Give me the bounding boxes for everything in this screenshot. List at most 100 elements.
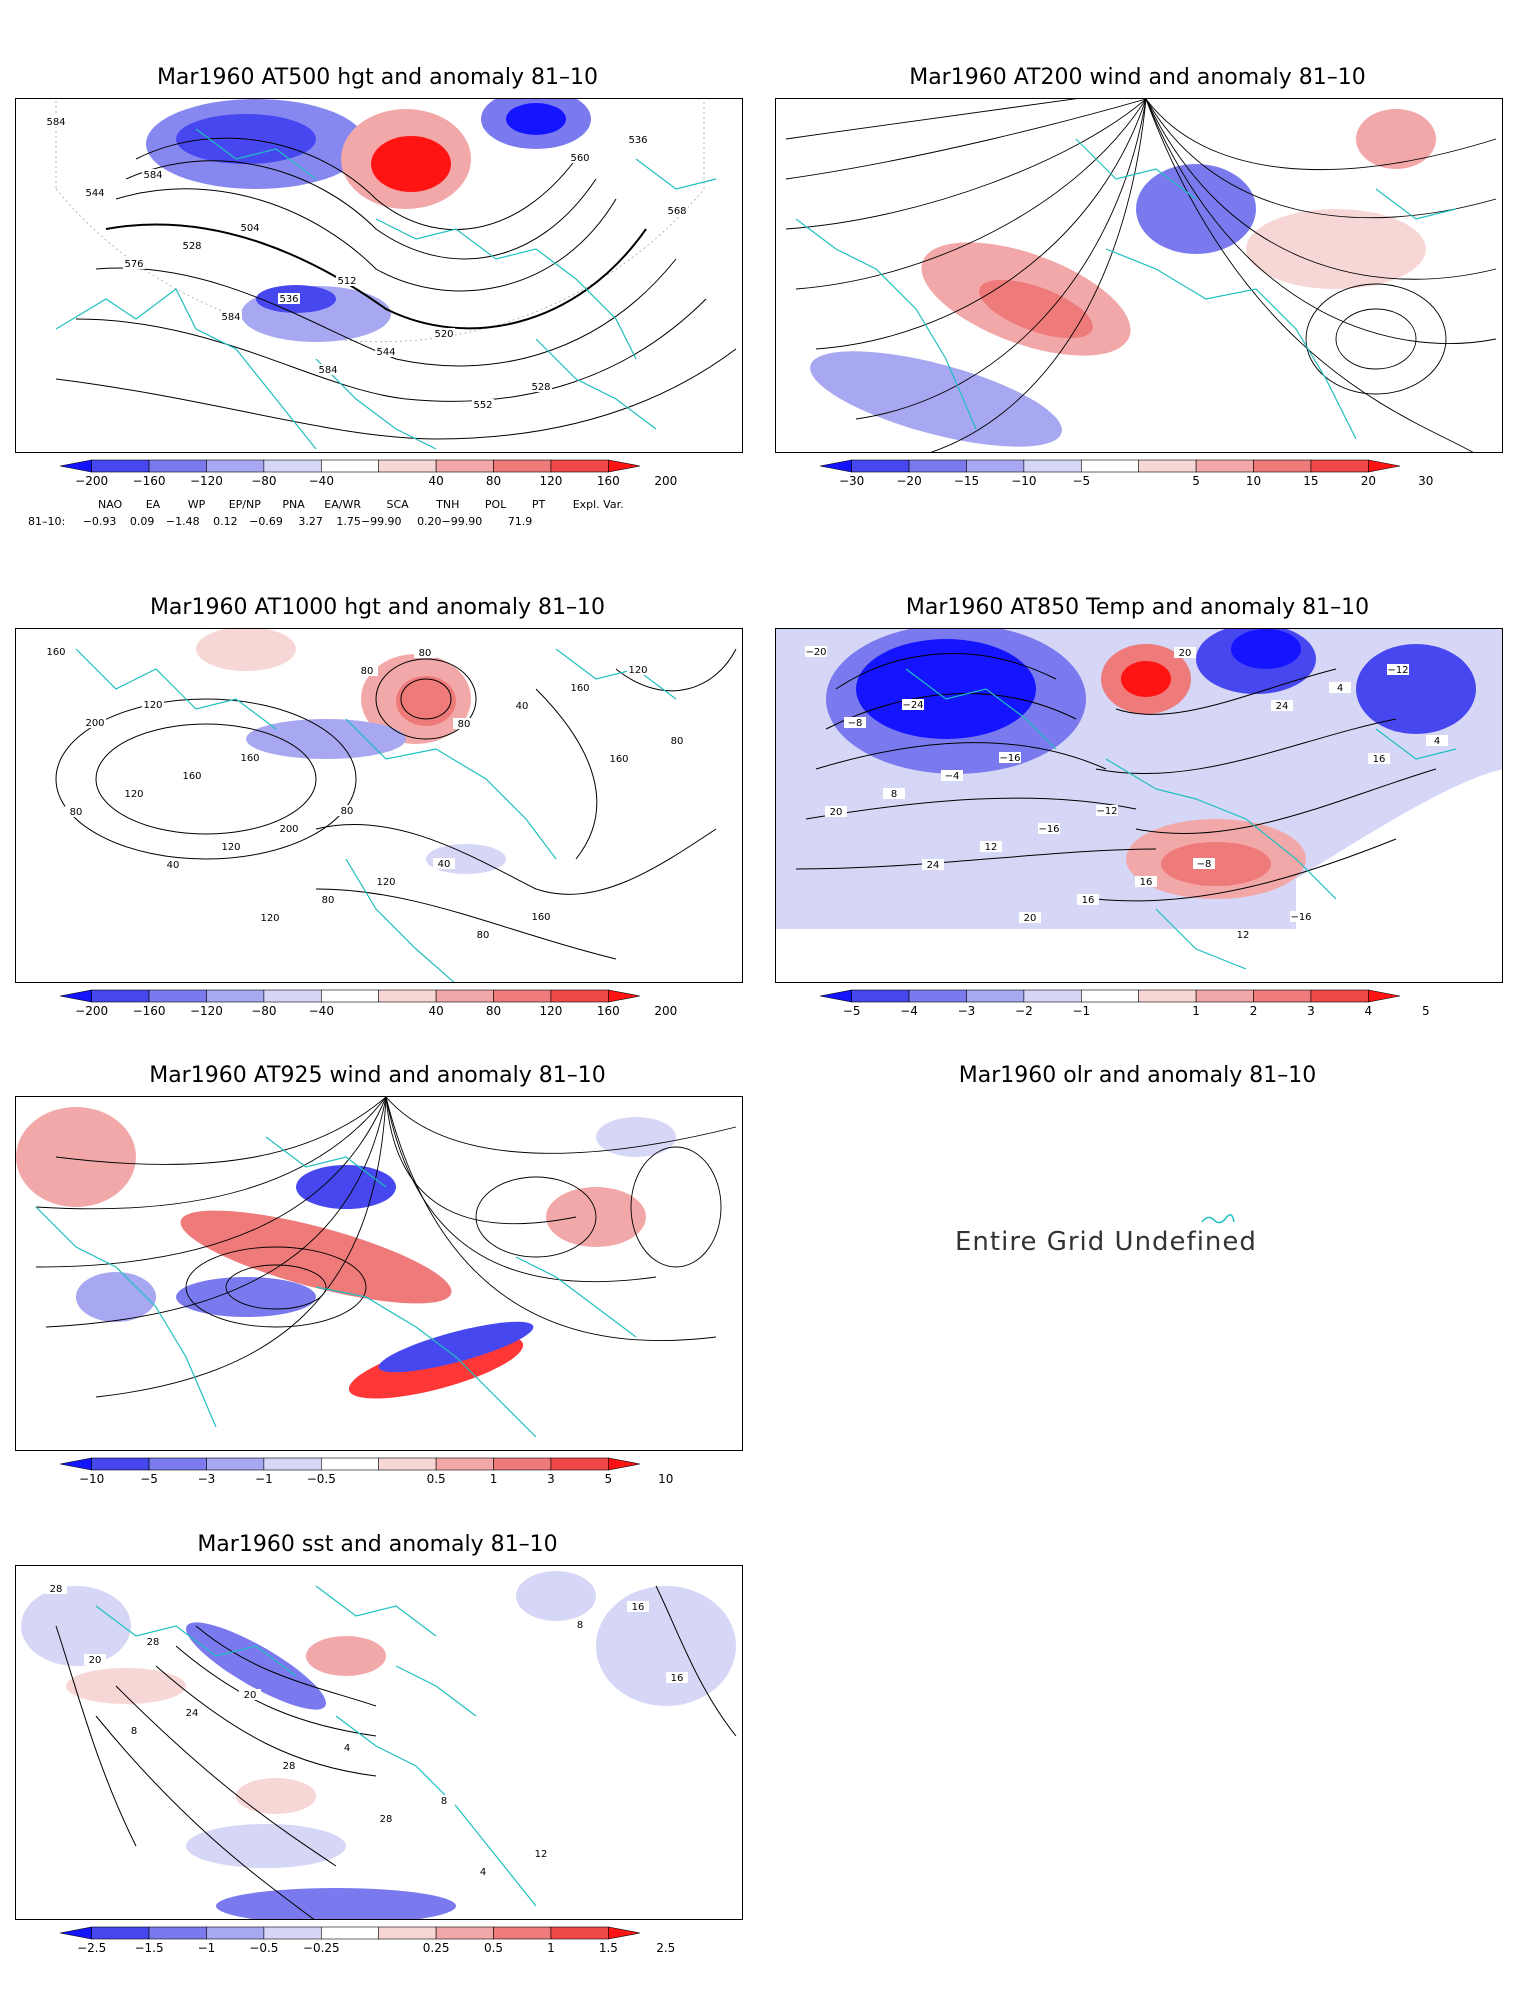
panel-title-olr: Mar1960 olr and anomaly 81–10 [958,1063,1317,1088]
index-value-nao: −0.93 [82,515,117,528]
contour-label-bg [375,346,397,357]
contour-label: 12 [1237,930,1250,941]
colorbar-tick-label: −2.5 [77,1941,106,1955]
colorbar-tick-label: −1.5 [134,1941,163,1955]
contour-label-bg [433,858,455,869]
index-header-ea: EA [145,498,161,511]
colorbar-segment [908,459,967,473]
contour-label-bg [530,911,552,922]
contour-label-bg [181,770,203,781]
contour-label: 120 [628,665,647,676]
colorbar-segment [908,989,967,1003]
map-at925 [15,1096,743,1451]
contour-label: 4 [344,1743,350,1754]
index-header-pol: POL [484,498,507,511]
contour-label-bg [375,1813,397,1824]
contour-label: 200 [279,824,298,835]
colorbar-segment [550,989,609,1003]
colorbar-tick-label: −1 [198,1941,216,1955]
contour-label-bg [1096,805,1118,816]
contour-label-bg [1271,700,1293,711]
contour-label: 568 [667,206,686,217]
contour-label-bg [84,187,106,198]
colorbar-arrow-right [1368,989,1401,1003]
index-value-expl: 71.9 [507,515,533,528]
colorbar-segment [1023,459,1082,473]
contour-label-bg [239,222,261,233]
colorbar-tick-label: −3 [958,1004,976,1018]
contour-label: 8 [891,789,897,800]
colorbar-at200: −30 −20 −15 −10 −5 5 10 15 20 30 [819,458,1460,490]
contour-label-bg [627,134,649,145]
contour-label: 80 [671,736,684,747]
contour-label-bg [123,258,145,269]
contour-label: 544 [376,347,395,358]
contour-label: −4 [945,771,960,782]
contour-label: 160 [609,754,628,765]
contour-label: 584 [221,312,240,323]
colorbar-segment [378,1457,437,1471]
colorbar-segment [148,989,207,1003]
colorbar-tick-label: −5 [843,1004,861,1018]
index-value-pol: 0.20−99.90 [417,515,483,528]
contour-label-bg [627,1601,649,1612]
contour-label-bg [278,293,300,304]
colorbar-svg-at200: −30 −20 −15 −10 −5 5 10 15 20 30 [819,459,1433,488]
contour-label-bg [472,399,494,410]
contour-label-bg [84,1654,106,1665]
contour-label: 584 [46,117,65,128]
colorbar-svg-at500: −200 −160 −120 −80 −40 40 80 120 160 200 [59,459,677,488]
colorbar-tick-label: 5 [605,1472,613,1486]
index-header-eawr: EA/WR [324,498,361,511]
contour-label: 20 [89,1655,102,1666]
colorbar-arrow-right [1368,459,1401,473]
contour-label-bg [883,788,905,799]
colorbar-tick-label: −5 [1072,474,1090,488]
colorbar-tick-label: −1 [1072,1004,1090,1018]
colorbar-segment [320,1457,380,1471]
contour-label: 536 [628,135,647,146]
index-header-row: NAO EA WP EP/NP PNA EA/WR SCA TNH POL PT… [28,498,624,511]
colorbar-segment [263,459,322,473]
map-at850: −20 −24 −16 −12 −8 −16 −12 −8 −4 −16 16 12 4 4 8 12 16 20… [775,628,1503,983]
contour-label: 28 [380,1814,393,1825]
contour-label-bg [902,699,924,710]
contour-label: 8 [441,1796,447,1807]
colorbar-segment [1310,989,1369,1003]
contour-label: 4 [1337,683,1343,694]
colorbar-svg-at1000: −200 −160 −120 −80 −40 40 80 120 160 200 [59,989,677,1018]
colorbar-arrow-right [608,459,641,473]
colorbar-tick-label: 1.5 [599,1941,618,1955]
colorbar-tick-label: 0.5 [427,1472,446,1486]
contour-label: 528 [182,241,201,252]
index-value-epnp: 0.12 [213,515,238,528]
contour-label-bg [45,1583,67,1594]
contour-label-bg [278,1760,300,1771]
colorbar-segment [1195,989,1254,1003]
colorbar-tick-label: −2 [1015,1004,1033,1018]
colorbar-segment [378,459,437,473]
colorbar-tick-label: 120 [539,474,562,488]
contour-label-bg [336,805,358,816]
index-row-label: 81–10: [28,515,66,528]
contour-label: 560 [570,153,589,164]
colorbar-tick-label: −160 [133,1004,166,1018]
colorbar-tick-label: −20 [896,474,921,488]
contour-label-bg [239,752,261,763]
colorbar-segment [206,1926,265,1940]
index-header-epnp: EP/NP [228,498,261,511]
panel-title-at850: Mar1960 AT850 Temp and anomaly 81–10 [905,595,1370,620]
contour-label: 120 [260,913,279,924]
contour-label: 4 [480,1867,486,1878]
index-table: NAO EA WP EP/NP PNA EA/WR SCA TNH POL PT… [28,498,624,528]
map-canvas-at925 [16,1097,737,1438]
index-header-expl: Expl. Var. [572,498,624,511]
contour-label-bg [666,1672,688,1683]
colorbar-segment [148,459,207,473]
colorbar-segment [851,459,910,473]
colorbar-tick-label: 10 [1246,474,1261,488]
contour-label-bg [1232,929,1254,940]
colorbar-tick-label: −120 [190,474,223,488]
colorbar-arrow-left [819,459,852,473]
colorbar-tick-label: 1 [547,1941,555,1955]
